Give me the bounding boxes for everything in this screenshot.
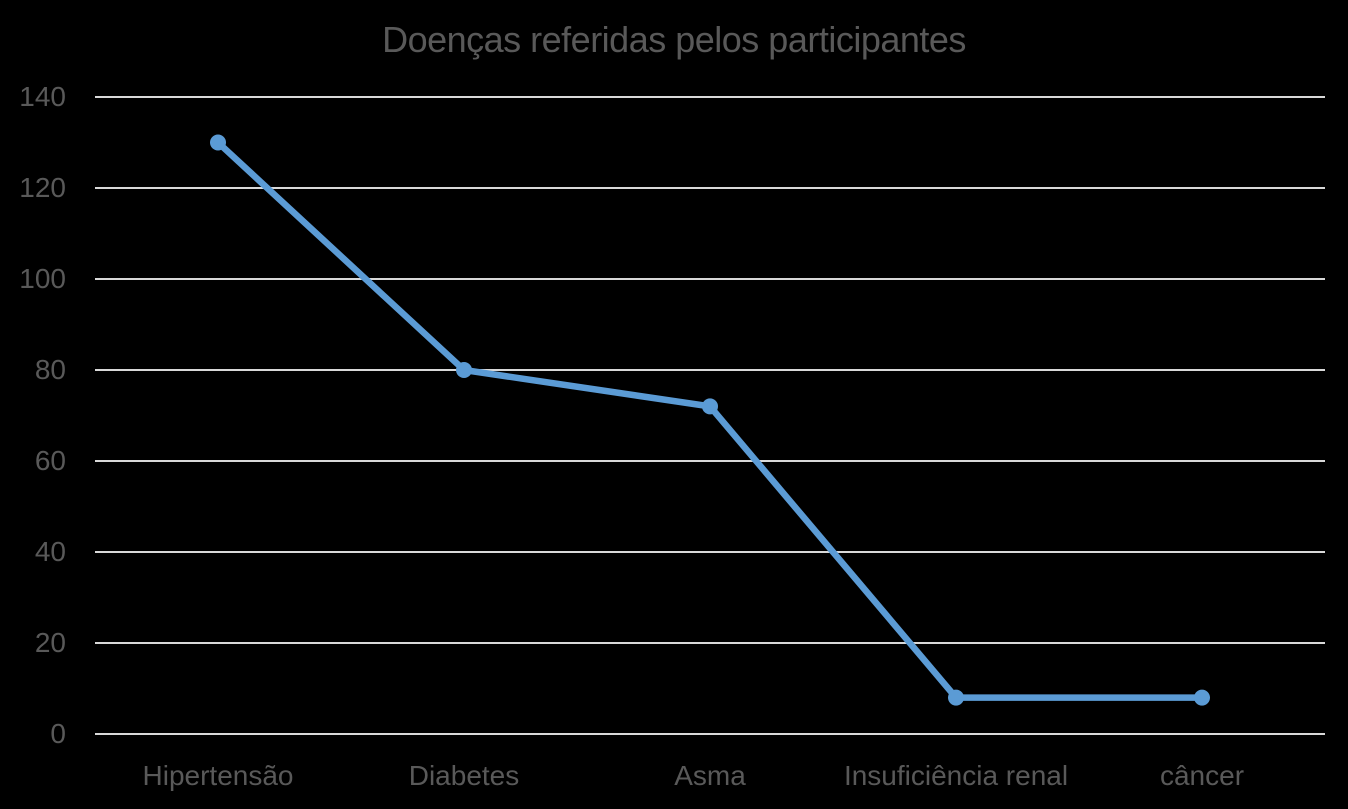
chart-title: Doenças referidas pelos participantes (382, 19, 966, 60)
y-tick-label: 60 (34, 445, 66, 476)
data-point-marker (948, 689, 964, 706)
data-point-marker (210, 134, 226, 151)
x-category-label: câncer (1159, 760, 1245, 791)
y-tick-label: 140 (19, 81, 66, 112)
x-category-label: Asma (674, 760, 746, 791)
y-tick-label: 80 (34, 354, 66, 385)
y-tick-label: 20 (34, 627, 66, 658)
data-point-marker (456, 362, 472, 378)
y-tick-label: 40 (34, 536, 66, 567)
x-category-label: Hipertensão (142, 760, 294, 791)
series-line (214, 139, 1206, 701)
y-tick-label: 100 (19, 263, 66, 294)
y-tick-label: 0 (50, 718, 66, 749)
data-point-marker (702, 398, 718, 415)
y-tick-label: 120 (19, 172, 66, 203)
x-category-label: Diabetes (408, 760, 520, 791)
data-point-marker (1194, 689, 1210, 706)
x-category-label: Insuficiência renal (843, 760, 1069, 791)
